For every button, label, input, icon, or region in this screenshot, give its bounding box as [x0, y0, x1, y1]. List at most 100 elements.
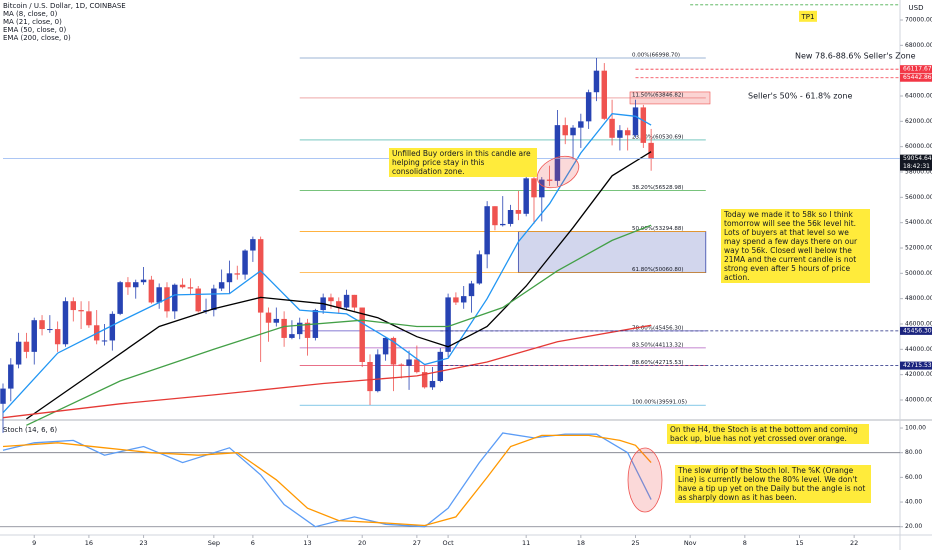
- price-marker: [900, 361, 932, 370]
- indicator-line: [2, 434, 652, 527]
- candle-body: [148, 279, 155, 303]
- fib-label: 61.80%(50060.80): [632, 267, 684, 273]
- price-marker-label: 45456.30: [903, 327, 932, 334]
- candle-body: [351, 294, 358, 308]
- y-tick-label: 70000.00: [905, 17, 932, 24]
- candle-body: [31, 320, 37, 352]
- candle-body: [15, 341, 22, 365]
- y-tick-label: 80.00: [905, 449, 922, 456]
- fib-label: 78.60%(45456.30): [632, 325, 684, 331]
- x-tick-label: 23: [139, 539, 147, 547]
- candle-body: [523, 178, 529, 214]
- candle-body: [648, 142, 654, 159]
- highlight-ellipse: [627, 447, 663, 513]
- candle-body: [179, 284, 186, 288]
- candle-body: [398, 364, 404, 366]
- x-tick-label: 22: [850, 539, 858, 547]
- y-tick-label: 46000.00: [905, 320, 932, 327]
- candle-body: [242, 250, 248, 275]
- y-tick-label: 20.00: [905, 523, 922, 530]
- candle-body: [125, 282, 131, 288]
- fib-label: 23.60%(60530.69): [632, 134, 684, 140]
- fib-label: 50.00%(53294.88): [632, 226, 684, 232]
- candle-body: [281, 318, 287, 338]
- y-tick-label: 60000.00: [905, 143, 932, 150]
- candle-body: [640, 107, 647, 143]
- price-marker-label: 66117.67: [903, 66, 932, 73]
- indicator-line: [2, 113, 652, 414]
- candle-body: [47, 329, 53, 331]
- highlight-ellipse: [536, 155, 580, 189]
- zone-label: Seller's 50% - 61.8% zone: [748, 92, 852, 101]
- candle-body: [86, 311, 92, 326]
- candle-body: [429, 380, 436, 388]
- fib-label: 100.00%(39591.05): [632, 400, 687, 406]
- candle-body: [624, 130, 631, 136]
- annotation-note: Today we made it to 58k so I think tomor…: [721, 209, 870, 283]
- indicator-line: [2, 324, 652, 419]
- indicator-line: [26, 224, 652, 426]
- y-tick-label: 40.00: [905, 499, 922, 506]
- tp-label: TP1: [801, 13, 815, 21]
- candle-body: [0, 388, 6, 404]
- y-tick-label: 40000.00: [905, 396, 932, 403]
- candle-body: [539, 179, 545, 198]
- candle-body: [172, 284, 178, 312]
- candle-body: [328, 297, 334, 302]
- x-tick-label: 15: [795, 539, 803, 547]
- candle-body: [453, 297, 459, 303]
- y-tick-label: 56000.00: [905, 194, 932, 201]
- x-tick-label: 18: [577, 539, 585, 547]
- y-tick-label: 42000.00: [905, 371, 932, 378]
- candle-body: [593, 70, 600, 93]
- candle-body: [133, 282, 139, 288]
- fib-label: 38.20%(56528.98): [632, 185, 684, 191]
- price-marker: [900, 326, 932, 335]
- chart-title: Bitcoin / U.S. Dollar, 1D, COINBASE: [3, 2, 126, 10]
- legend-entry: MA (21, close, 0): [3, 18, 62, 26]
- x-tick-label: 27: [413, 539, 421, 547]
- pane-title: Stoch (14, 6, 6): [3, 426, 57, 434]
- candle-body: [500, 223, 506, 226]
- x-tick-label: 8: [743, 539, 747, 547]
- x-tick-label: 20: [358, 539, 366, 547]
- candle-body: [226, 273, 233, 283]
- candle-body: [562, 125, 568, 136]
- y-tick-label: 68000.00: [905, 42, 932, 49]
- x-tick-label: 11: [522, 539, 530, 547]
- candle-body: [367, 361, 373, 392]
- candle-body: [445, 297, 451, 352]
- candle-body: [437, 351, 444, 381]
- zone-label: New 78.6-88.6% Seller's Zone: [795, 52, 916, 61]
- price-marker: [900, 65, 932, 74]
- candle-body: [289, 334, 295, 338]
- y-tick-label: 64000.00: [905, 93, 932, 100]
- candle-body: [117, 282, 123, 314]
- fib-label: 0.00%(66998.70): [632, 53, 680, 59]
- x-tick-label: Oct: [442, 539, 454, 547]
- fib-label: 88.60%(42715.53): [632, 360, 684, 366]
- candle-body: [382, 337, 389, 355]
- candle-body: [273, 318, 280, 323]
- x-tick-label: 25: [631, 539, 639, 547]
- candle-body: [531, 178, 537, 198]
- candle-body: [234, 273, 240, 275]
- candle-body: [54, 329, 61, 345]
- candle-body: [554, 125, 561, 181]
- candle-body: [492, 206, 498, 226]
- candle-body: [476, 254, 483, 284]
- candle-body: [304, 322, 311, 338]
- candle-body: [359, 307, 365, 362]
- countdown-label: 18:42:31: [903, 163, 930, 170]
- candle-body: [336, 301, 342, 308]
- candle-body: [460, 296, 467, 303]
- y-tick-label: 100.00: [905, 425, 926, 432]
- candle-body: [156, 287, 162, 303]
- candle-body: [250, 239, 256, 251]
- fib-label: 11.50%(63846.82): [632, 92, 684, 98]
- x-tick-label: 16: [85, 539, 93, 547]
- candle-body: [507, 210, 514, 224]
- candle-body: [62, 301, 69, 345]
- candle-body: [218, 282, 225, 289]
- candle-body: [109, 313, 116, 341]
